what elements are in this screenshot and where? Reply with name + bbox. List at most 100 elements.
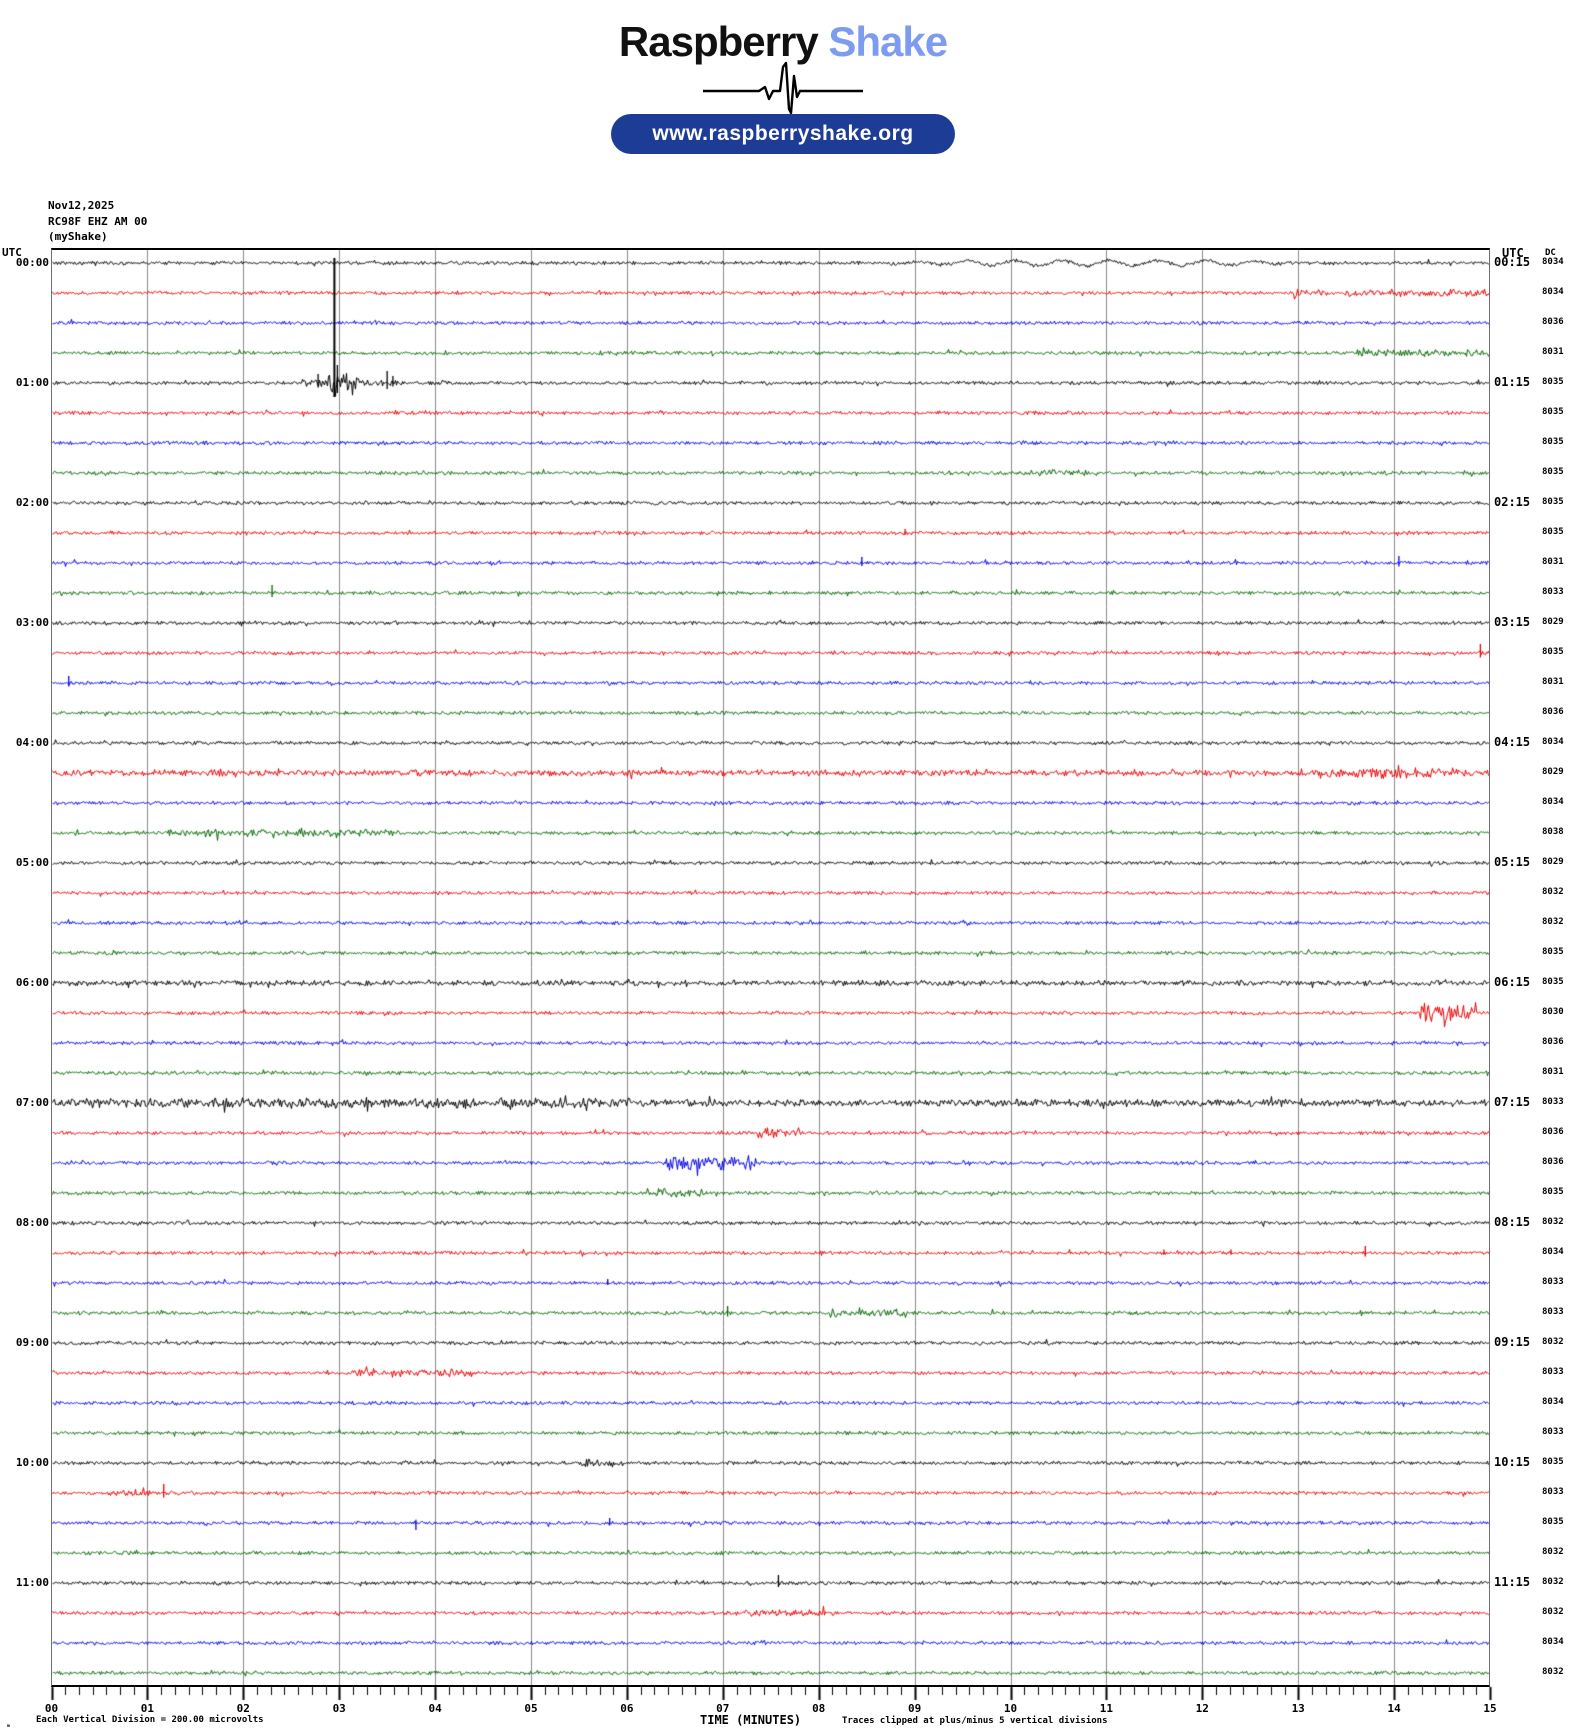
dc-value: 8036 <box>1542 317 1564 327</box>
x-tick-label: 10 <box>1003 1702 1018 1715</box>
dc-value: 8029 <box>1542 617 1564 627</box>
website-link-button[interactable]: www.raspberryshake.org <box>611 114 955 154</box>
dc-value: 8035 <box>1542 437 1564 447</box>
dc-value: 8035 <box>1542 947 1564 957</box>
hour-label-left: 03:00 <box>15 616 49 629</box>
dc-value: 8033 <box>1542 1277 1564 1287</box>
x-tick-label: 12 <box>1195 1702 1209 1715</box>
dc-value: 8034 <box>1542 1247 1564 1257</box>
utc-label-left: UTC <box>2 246 22 259</box>
station-date: Nov12,2025 <box>48 199 115 212</box>
dc-value: 8033 <box>1542 587 1564 597</box>
x-tick-label: 13 <box>1291 1702 1305 1715</box>
hour-label-left: 08:00 <box>15 1216 49 1229</box>
x-tick-label: 03 <box>332 1702 346 1715</box>
dc-value: 8034 <box>1542 287 1564 297</box>
hour-label-right: 07:15 <box>1494 1095 1531 1109</box>
dc-value: 8036 <box>1542 1157 1564 1167</box>
dc-value: 8034 <box>1542 1637 1564 1647</box>
hour-label-left: 11:00 <box>15 1576 49 1589</box>
hour-label-right: 01:15 <box>1494 375 1531 389</box>
dc-value: 8031 <box>1542 677 1564 687</box>
dc-value: 8034 <box>1542 797 1564 807</box>
dc-value: 8029 <box>1542 767 1564 777</box>
hour-label-right: 11:15 <box>1494 1575 1531 1589</box>
hour-label-left: 09:00 <box>15 1336 49 1349</box>
hour-label-left: 06:00 <box>15 976 49 989</box>
hour-label-right: 02:15 <box>1494 495 1531 509</box>
hour-label-left: 00:00 <box>15 256 49 269</box>
website-url: www.raspberryshake.org <box>652 122 914 145</box>
clip-note: Traces clipped at plus/minus 5 vertical … <box>842 1716 1108 1726</box>
hour-label-left: 02:00 <box>15 496 49 509</box>
hour-label-right: 00:15 <box>1494 255 1531 269</box>
hour-label-right: 08:15 <box>1494 1215 1531 1229</box>
dc-value: 8031 <box>1542 557 1564 567</box>
utc-label-right: UTC <box>1502 246 1524 260</box>
hour-label-right: 09:15 <box>1494 1335 1531 1349</box>
dc-value: 8035 <box>1542 377 1564 387</box>
dc-value: 8032 <box>1542 1337 1564 1347</box>
dc-value: 8032 <box>1542 1667 1564 1677</box>
x-tick-label: 01 <box>140 1702 155 1715</box>
x-tick-label: 11 <box>1099 1702 1114 1715</box>
hour-label-right: 04:15 <box>1494 735 1531 749</box>
dc-value: 8033 <box>1542 1487 1564 1497</box>
hour-label-left: 07:00 <box>15 1096 49 1109</box>
dc-value: 8036 <box>1542 1127 1564 1137</box>
dc-value: 8033 <box>1542 1427 1564 1437</box>
x-tick-label: 02 <box>236 1702 250 1715</box>
dc-value: 8031 <box>1542 347 1564 357</box>
dc-value: 8031 <box>1542 1067 1564 1077</box>
x-axis-title: TIME (MINUTES) <box>700 1713 802 1727</box>
helicorder-plot-frame <box>51 248 1490 1687</box>
brand-primary-text: Raspberry <box>618 18 819 65</box>
dc-value: 8035 <box>1542 407 1564 417</box>
dc-value: 8036 <box>1542 1037 1564 1047</box>
station-channel: RC98F EHZ AM 00 <box>48 214 148 228</box>
hour-label-left: 05:00 <box>15 856 49 869</box>
dc-value: 8032 <box>1542 1217 1564 1227</box>
hour-label-right: 06:15 <box>1494 975 1531 989</box>
seismic-waveform-icon <box>703 61 863 115</box>
dc-value: 8034 <box>1542 1397 1564 1407</box>
dc-value: 8032 <box>1542 1607 1564 1617</box>
dc-value: 8034 <box>1542 257 1564 267</box>
dc-value: 8035 <box>1542 647 1564 657</box>
x-tick-label: 04 <box>428 1702 442 1715</box>
dc-value: 8032 <box>1542 1577 1564 1587</box>
dc-value: 8035 <box>1542 1457 1564 1467</box>
hour-label-right: 03:15 <box>1494 615 1531 629</box>
dc-value: 8035 <box>1542 467 1564 477</box>
dc-value: 8032 <box>1542 887 1564 897</box>
x-tick-label: 08 <box>812 1702 826 1715</box>
hour-label-left: 04:00 <box>15 736 49 749</box>
dc-value: 8033 <box>1542 1307 1564 1317</box>
dc-value: 8034 <box>1542 737 1564 747</box>
x-tick-label: 09 <box>907 1702 922 1715</box>
x-tick-label: 07 <box>716 1702 730 1715</box>
brand-secondary-text: Shake <box>828 18 948 65</box>
dc-value: 8033 <box>1542 1367 1564 1377</box>
dc-column-header: DC <box>1545 248 1556 258</box>
dc-value: 8035 <box>1542 527 1564 537</box>
vertical-division-note: Each Vertical Division = 200.00 microvol… <box>36 1715 264 1725</box>
hour-label-right: 10:15 <box>1494 1455 1531 1469</box>
hour-label-left: 10:00 <box>15 1456 49 1469</box>
dc-value: 8032 <box>1542 1547 1564 1557</box>
x-tick-label: 00 <box>44 1702 59 1715</box>
dc-value: 8035 <box>1542 1187 1564 1197</box>
dc-value: 8032 <box>1542 917 1564 927</box>
x-tick-label: 14 <box>1387 1702 1401 1715</box>
dc-value: 8035 <box>1542 1517 1564 1527</box>
dc-value: 8033 <box>1542 1097 1564 1107</box>
dc-value: 8036 <box>1542 707 1564 717</box>
dc-value: 8030 <box>1542 1007 1564 1017</box>
x-tick-label: 06 <box>620 1702 634 1715</box>
dc-value: 8029 <box>1542 857 1564 867</box>
station-info: Nov12,2025 RC98F EHZ AM 00 (myShake) <box>48 198 147 245</box>
hour-label-right: 05:15 <box>1494 855 1531 869</box>
footer-scale-mark: ₘ <box>6 1720 11 1729</box>
